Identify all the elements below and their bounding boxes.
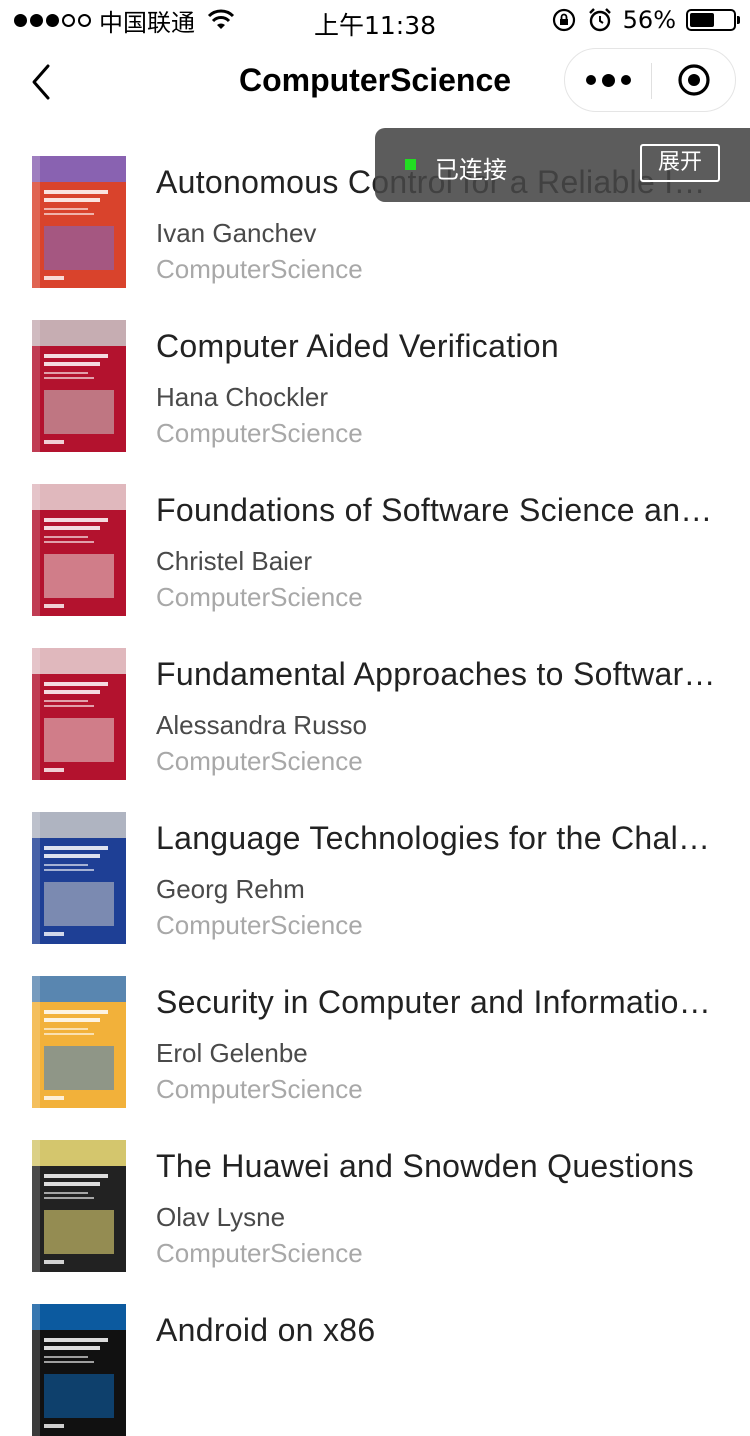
signal-dot xyxy=(14,13,27,27)
list-item[interactable]: Language Technologies for the Challenges… xyxy=(0,780,750,944)
book-cover xyxy=(32,320,126,452)
book-author: Olav Lysne xyxy=(156,1202,286,1232)
more-dots-icon xyxy=(585,75,596,85)
nav-bar: ComputerScience xyxy=(0,40,750,124)
menu-capsule xyxy=(564,48,736,112)
status-bar-left: 中国联通 xyxy=(14,6,235,37)
book-title: Foundations of Software Science and Comp… xyxy=(156,492,716,528)
book-title: Fundamental Approaches to Software Engin… xyxy=(156,656,716,692)
list-item[interactable]: Fundamental Approaches to Software Engin… xyxy=(0,616,750,780)
list-item[interactable]: Android on x86 xyxy=(0,1272,750,1436)
alarm-icon xyxy=(588,8,611,32)
book-cover xyxy=(32,1304,126,1436)
book-cover xyxy=(32,1140,126,1272)
book-category: ComputerScience xyxy=(156,418,363,448)
status-bar-right: 56% xyxy=(551,6,740,34)
signal-dot xyxy=(46,13,59,27)
book-category: ComputerScience xyxy=(156,1074,363,1104)
book-title: The Huawei and Snowden Questions xyxy=(156,1148,694,1184)
book-cover-image xyxy=(32,320,126,452)
signal-icon xyxy=(14,13,91,27)
list-item[interactable]: Autonomous Control for a Reliable Intern… xyxy=(0,124,750,288)
more-button[interactable] xyxy=(565,49,651,111)
book-category: ComputerScience xyxy=(156,910,363,940)
book-cover-image xyxy=(32,648,126,780)
book-author: Erol Gelenbe xyxy=(156,1038,308,1068)
signal-dot xyxy=(30,13,43,27)
book-cover xyxy=(32,976,126,1108)
book-author: Christel Baier xyxy=(156,546,313,576)
connection-status-text: 已连接 xyxy=(435,156,507,184)
more-dots-icon xyxy=(620,75,631,85)
book-author: Hana Chockler xyxy=(156,382,328,412)
battery-icon xyxy=(686,9,740,31)
close-button[interactable] xyxy=(652,49,736,111)
more-dots-icon xyxy=(601,73,615,87)
book-title: Computer Aided Verification xyxy=(156,328,559,364)
book-author: Georg Rehm xyxy=(156,874,305,904)
signal-dot xyxy=(62,13,75,27)
list-item[interactable]: Foundations of Software Science and Comp… xyxy=(0,452,750,616)
list-item[interactable]: The Huawei and Snowden Questions Olav Lys… xyxy=(0,1108,750,1272)
book-category: ComputerScience xyxy=(156,746,363,776)
book-cover-image xyxy=(32,1140,126,1272)
status-bar: 中国联通 上午11:38 56% xyxy=(0,0,750,40)
chevron-left-icon[interactable] xyxy=(26,60,62,104)
capsule-divider xyxy=(651,63,652,99)
book-cover-image xyxy=(32,812,126,944)
book-cover-image xyxy=(32,156,126,288)
battery-fill xyxy=(690,13,714,27)
book-category: ComputerScience xyxy=(156,254,363,284)
connection-toast: 已连接 展开 xyxy=(375,128,750,202)
connection-status-dot xyxy=(405,159,416,170)
book-cover xyxy=(32,648,126,780)
book-cover-image xyxy=(32,484,126,616)
page-title: ComputerScience xyxy=(238,62,512,98)
battery-percent: 56% xyxy=(622,6,676,34)
book-cover-image xyxy=(32,1304,126,1436)
expand-button[interactable]: 展开 xyxy=(640,144,720,182)
book-cover xyxy=(32,812,126,944)
book-cover xyxy=(32,484,126,616)
status-time: 上午11:38 xyxy=(313,11,437,40)
list-item[interactable]: Computer Aided Verification Hana Chockler… xyxy=(0,288,750,452)
book-title: Security in Computer and Information Sci… xyxy=(156,984,716,1020)
signal-dot xyxy=(78,13,91,27)
wifi-icon xyxy=(207,9,235,29)
book-title: Language Technologies for the Challenges… xyxy=(156,820,716,856)
book-author: Alessandra Russo xyxy=(156,710,367,740)
orientation-lock-icon xyxy=(552,8,575,32)
carrier-name: 中国联通 xyxy=(99,8,195,37)
book-category: ComputerScience xyxy=(156,582,363,612)
target-close-icon xyxy=(678,64,710,96)
book-cover-image xyxy=(32,976,126,1108)
book-author: Ivan Ganchev xyxy=(156,218,317,248)
list-item[interactable]: Security in Computer and Information Sci… xyxy=(0,944,750,1108)
book-category: ComputerScience xyxy=(156,1238,363,1268)
book-title: Android on x86 xyxy=(156,1312,376,1348)
book-cover xyxy=(32,156,126,288)
